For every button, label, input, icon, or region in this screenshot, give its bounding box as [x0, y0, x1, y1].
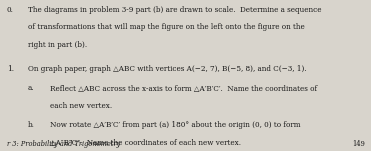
Text: a.: a. — [28, 84, 35, 92]
Text: of transformations that will map the figure on the left onto the figure on the: of transformations that will map the fig… — [28, 23, 305, 31]
Text: b.: b. — [28, 121, 35, 129]
Text: 1.: 1. — [7, 65, 14, 73]
Text: r 3: Probability and Trigonometry: r 3: Probability and Trigonometry — [7, 140, 120, 148]
Text: 149: 149 — [352, 140, 365, 148]
Text: Now rotate △A′B′C′ from part (a) 180° about the origin (0, 0) to form: Now rotate △A′B′C′ from part (a) 180° ab… — [50, 121, 301, 129]
Text: Reflect △ABC across the x-axis to form △A′B′C′.  Name the coordinates of: Reflect △ABC across the x-axis to form △… — [50, 84, 317, 92]
Text: right in part (b).: right in part (b). — [28, 41, 87, 49]
Text: each new vertex.: each new vertex. — [50, 102, 112, 109]
Text: The diagrams in problem 3-9 part (b) are drawn to scale.  Determine a sequence: The diagrams in problem 3-9 part (b) are… — [28, 6, 321, 14]
Text: △A″B″C″.  Name the coordinates of each new vertex.: △A″B″C″. Name the coordinates of each ne… — [50, 138, 241, 146]
Text: 0.: 0. — [7, 6, 14, 14]
Text: On graph paper, graph △ABC with vertices A(−2, 7), B(−5, 8), and C(−3, 1).: On graph paper, graph △ABC with vertices… — [28, 65, 306, 73]
